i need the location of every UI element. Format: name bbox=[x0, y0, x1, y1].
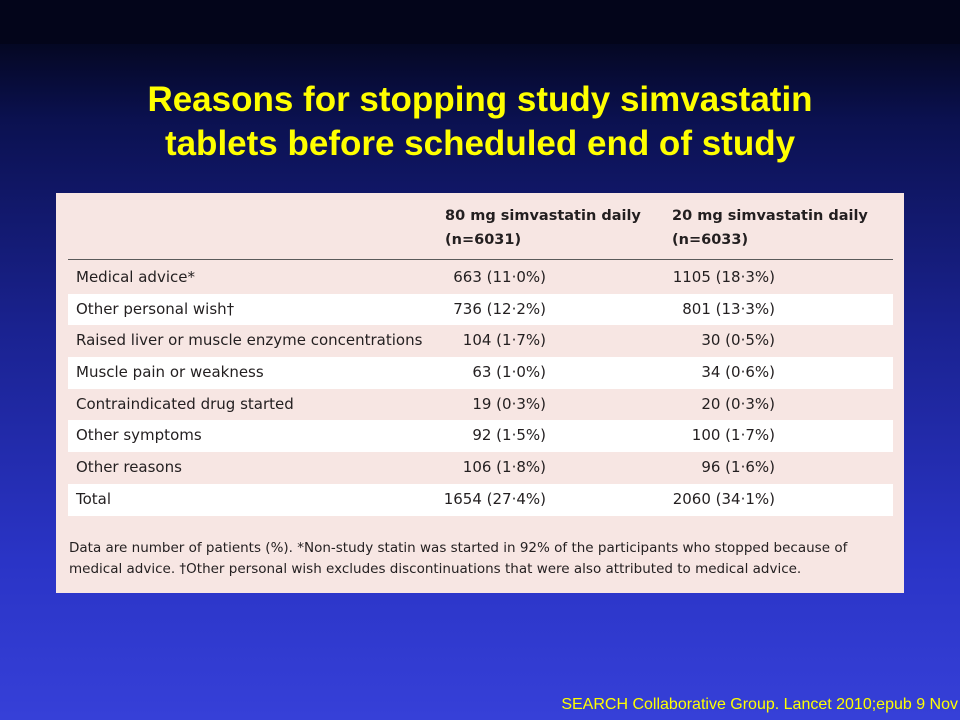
row-value-80mg: 1654 (27·4%) bbox=[443, 489, 546, 508]
row-label: Contraindicated drug started bbox=[76, 394, 294, 413]
table-row: Contraindicated drug started 19 (0·3%) 2… bbox=[68, 389, 893, 421]
table-footnote: Data are number of patients (%). *Non-st… bbox=[69, 538, 889, 580]
row-label: Muscle pain or weakness bbox=[76, 363, 264, 382]
column-header-80mg-n: (n=6031) bbox=[445, 232, 522, 248]
row-value-80mg: 63 (1·0%) bbox=[472, 363, 546, 382]
row-value-20mg: 20 (0·3%) bbox=[701, 394, 775, 413]
row-value-80mg: 19 (0·3%) bbox=[472, 394, 546, 413]
row-value-20mg: 100 (1·7%) bbox=[691, 426, 775, 445]
row-label: Raised liver or muscle enzyme concentrat… bbox=[76, 331, 423, 350]
row-value-80mg: 104 (1·7%) bbox=[462, 331, 546, 350]
footnote-line-1: Data are number of patients (%). *Non-st… bbox=[69, 540, 848, 556]
top-band bbox=[0, 0, 960, 44]
row-label: Total bbox=[76, 489, 112, 508]
column-header-80mg: 80 mg simvastatin daily (n=6031) bbox=[445, 204, 641, 252]
table-row: Muscle pain or weakness 63 (1·0%) 34 (0·… bbox=[68, 357, 893, 389]
row-value-20mg: 2060 (34·1%) bbox=[672, 489, 775, 508]
column-header-20mg-n: (n=6033) bbox=[672, 232, 749, 248]
table-row: Other symptoms 92 (1·5%) 100 (1·7%) bbox=[68, 420, 893, 453]
table-row-total: Total 1654 (27·4%) 2060 (34·1%) bbox=[68, 483, 893, 516]
row-value-80mg: 663 (11·0%) bbox=[453, 268, 546, 286]
row-value-20mg: 801 (13·3%) bbox=[682, 299, 775, 318]
row-value-80mg: 736 (12·2%) bbox=[453, 299, 546, 318]
table-panel: 80 mg simvastatin daily (n=6031) 20 mg s… bbox=[56, 193, 904, 593]
table-row: Raised liver or muscle enzyme concentrat… bbox=[68, 325, 893, 357]
column-header-80mg-title: 80 mg simvastatin daily bbox=[445, 208, 641, 224]
slide-title: Reasons for stopping study simvastatin t… bbox=[0, 78, 960, 166]
table-body: Medical advice* 663 (11·0%) 1105 (18·3%)… bbox=[68, 260, 893, 516]
citation: SEARCH Collaborative Group. Lancet 2010;… bbox=[561, 696, 958, 713]
footnote-line-2: medical advice. †Other personal wish exc… bbox=[69, 561, 802, 577]
table-row: Other reasons 106 (1·8%) 96 (1·6%) bbox=[68, 452, 893, 484]
row-label: Medical advice* bbox=[76, 268, 195, 286]
table-row: Other personal wish† 736 (12·2%) 801 (13… bbox=[68, 293, 893, 326]
table-header: 80 mg simvastatin daily (n=6031) 20 mg s… bbox=[68, 193, 893, 260]
slide-title-line-1: Reasons for stopping study simvastatin bbox=[147, 80, 813, 119]
row-label: Other reasons bbox=[76, 458, 182, 477]
row-value-20mg: 34 (0·6%) bbox=[701, 363, 775, 382]
column-header-20mg: 20 mg simvastatin daily (n=6033) bbox=[672, 204, 868, 252]
row-value-80mg: 106 (1·8%) bbox=[462, 458, 546, 477]
slide-title-line-2: tablets before scheduled end of study bbox=[164, 124, 796, 163]
column-header-20mg-title: 20 mg simvastatin daily bbox=[672, 208, 868, 224]
row-value-20mg: 96 (1·6%) bbox=[701, 458, 775, 477]
row-value-20mg: 1105 (18·3%) bbox=[672, 268, 775, 286]
table-row: Medical advice* 663 (11·0%) 1105 (18·3%) bbox=[68, 262, 893, 294]
row-label: Other symptoms bbox=[76, 426, 202, 445]
row-value-80mg: 92 (1·5%) bbox=[472, 426, 546, 445]
row-label: Other personal wish† bbox=[76, 299, 235, 318]
row-value-20mg: 30 (0·5%) bbox=[701, 331, 775, 350]
reasons-table: 80 mg simvastatin daily (n=6031) 20 mg s… bbox=[68, 193, 893, 516]
